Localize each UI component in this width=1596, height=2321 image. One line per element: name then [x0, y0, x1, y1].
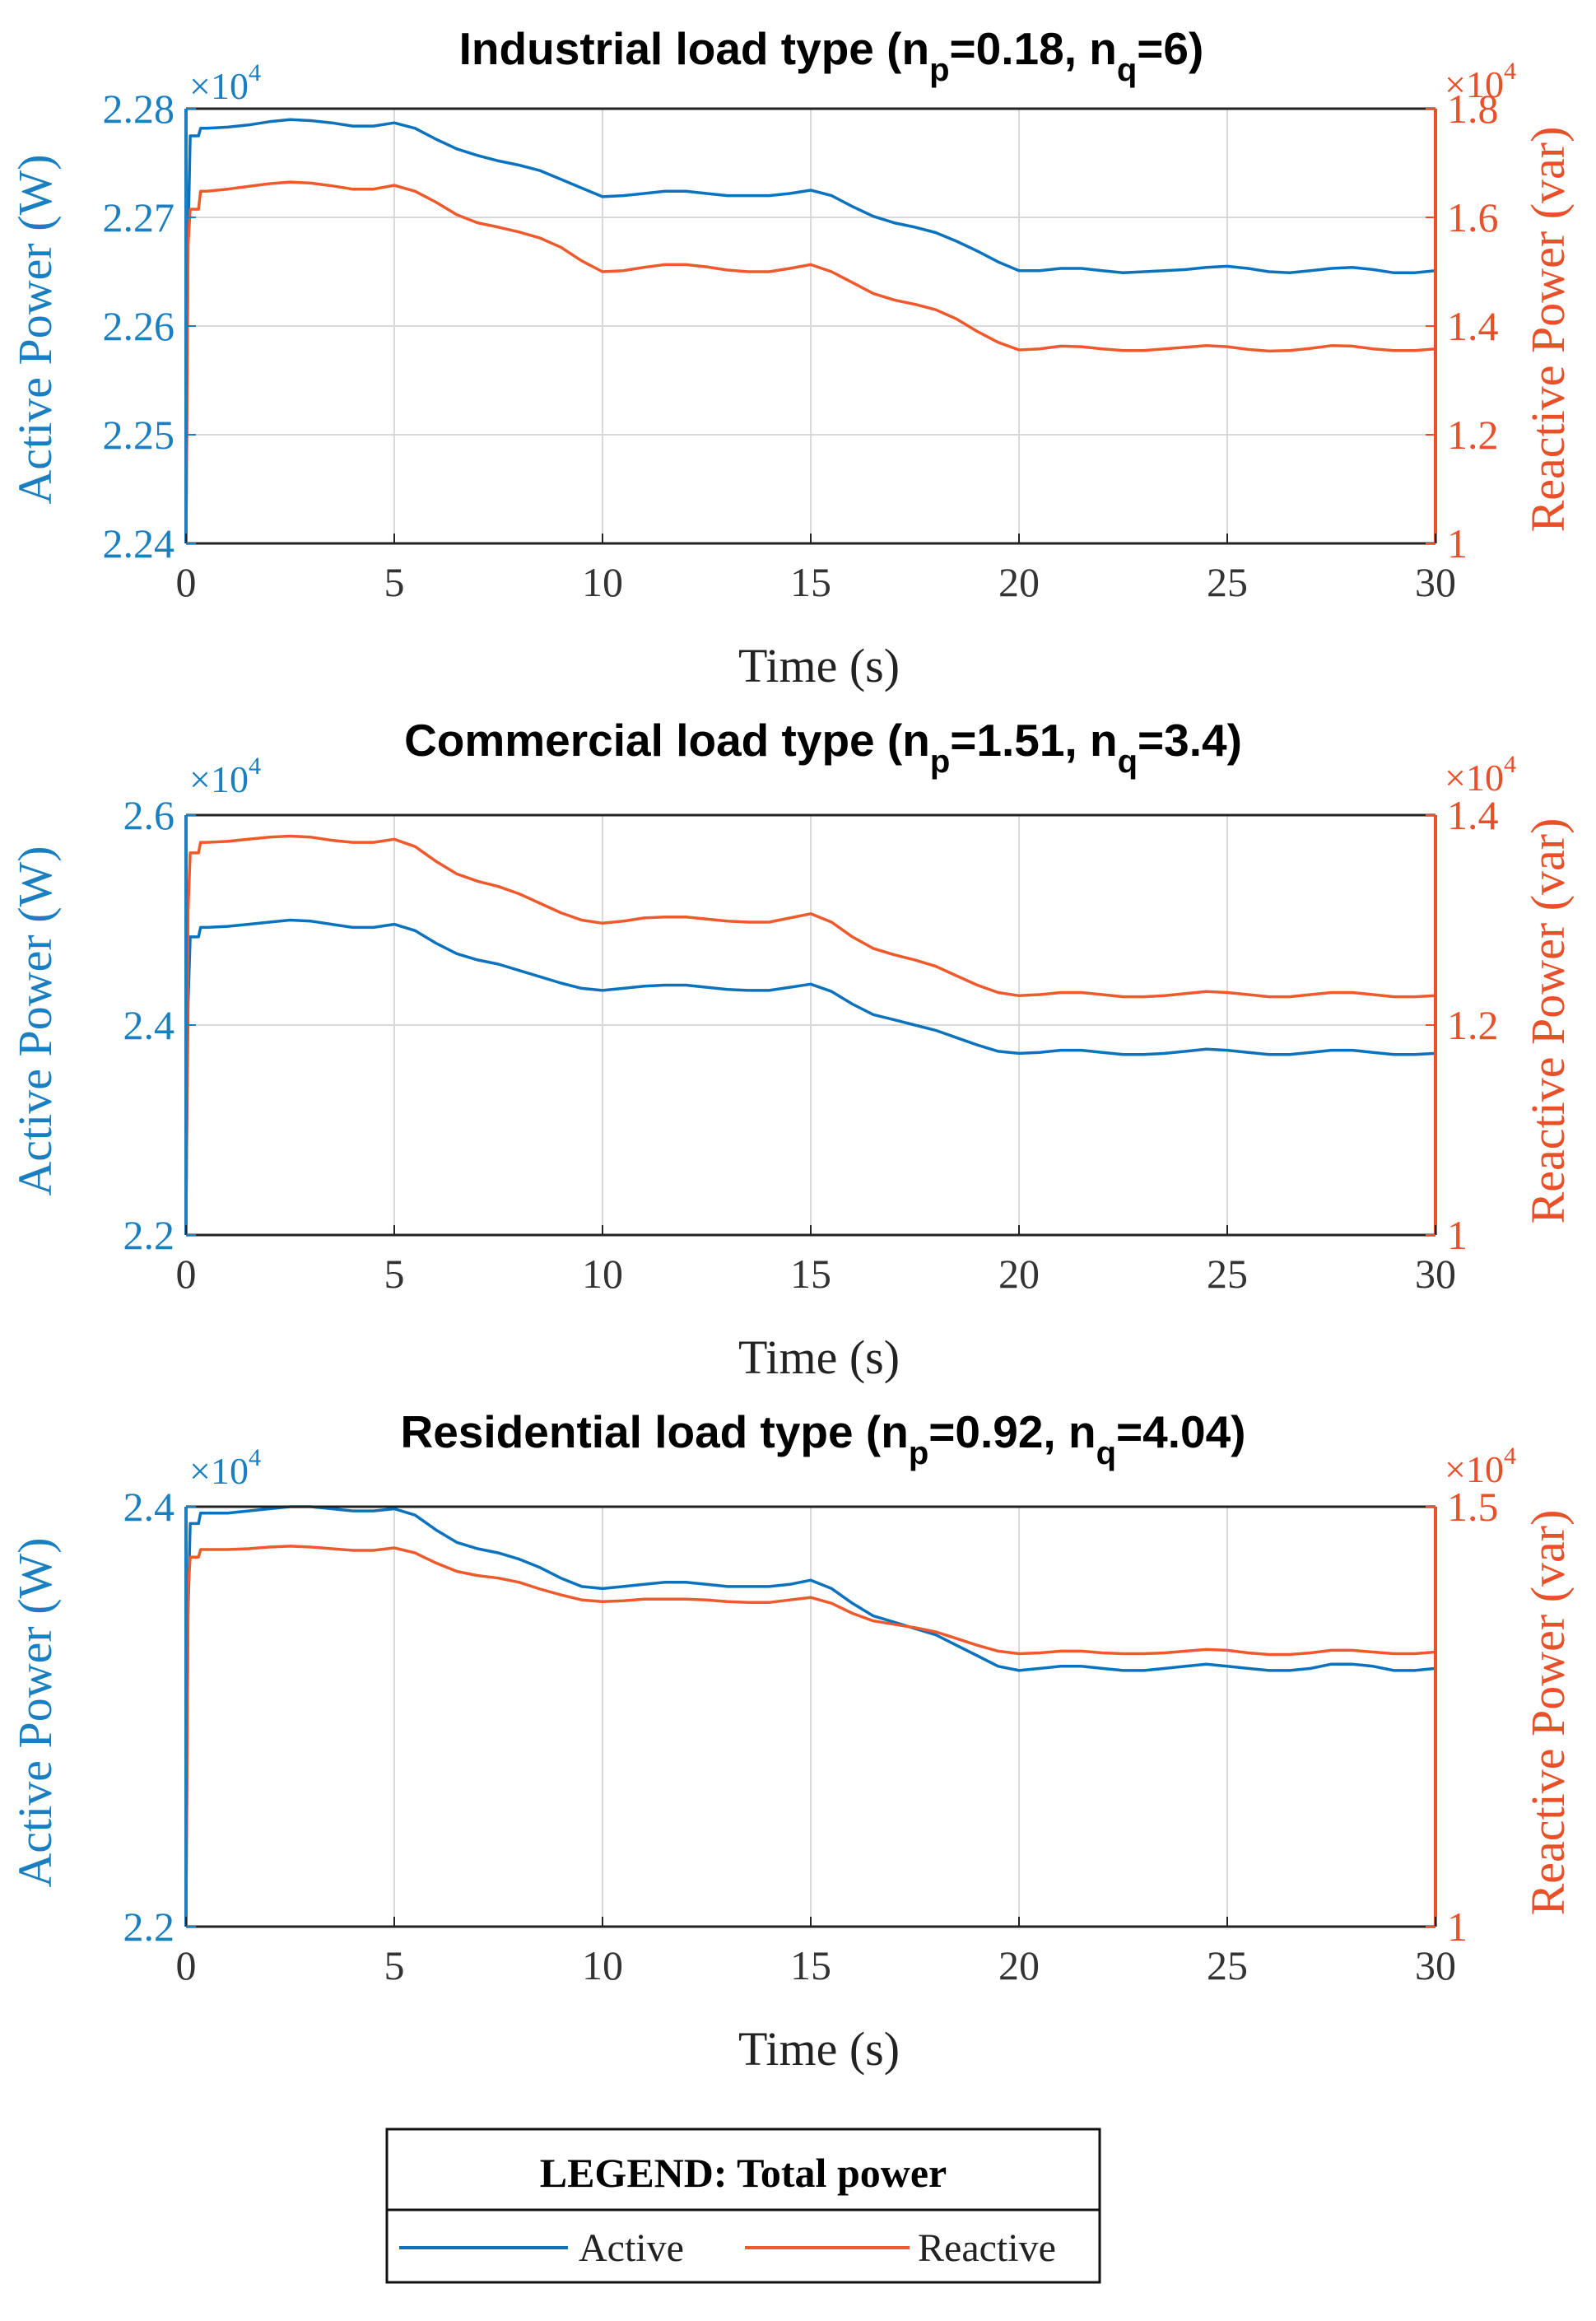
x-tick-label: 5	[384, 559, 405, 605]
legend: LEGEND: Total power Active Reactive	[385, 2128, 1101, 2284]
y-tick-label-right: 1.2	[1447, 412, 1499, 458]
y-tick-label-left: 2.2	[123, 1212, 175, 1258]
residential-panel: Residential load type (np=0.92, nq=4.04)…	[8, 1406, 1575, 2076]
x-tick-label: 10	[582, 1251, 623, 1297]
left-axis-label: Active Power (W)	[8, 1537, 62, 1887]
y-tick-label-right: 1.4	[1447, 792, 1499, 838]
panel-title: Industrial load type (np=0.18, nq=6)	[459, 23, 1204, 88]
x-tick-label: 30	[1415, 559, 1456, 605]
x-tick-label: 20	[998, 1251, 1040, 1297]
legend-label-active: Active	[579, 2226, 684, 2270]
y-tick-label-right: 1	[1447, 520, 1468, 566]
x-tick-label: 20	[998, 1942, 1040, 1988]
y-tick-label-left: 2.4	[123, 1002, 175, 1048]
left-axis-label: Active Power (W)	[8, 154, 62, 504]
legend-title: LEGEND: Total power	[540, 2150, 947, 2196]
right-axis-label: Reactive Power (var)	[1521, 127, 1575, 533]
x-tick-label: 10	[582, 1942, 623, 1988]
y-tick-label-left: 2.27	[103, 194, 175, 240]
commercial-panel: Commercial load type (np=1.51, nq=3.4) ×…	[8, 715, 1575, 1384]
series-line-active	[184, 118, 1436, 544]
legend-box	[385, 2128, 1101, 2284]
right-axis-label: Reactive Power (var)	[1521, 818, 1575, 1224]
x-tick-label: 15	[790, 1251, 831, 1297]
series-line-reactive	[184, 834, 1436, 1236]
series-line-reactive	[184, 180, 1436, 544]
panel-title: Residential load type (np=0.92, nq=4.04)	[400, 1406, 1245, 1471]
y-tick-label-right: 1	[1447, 1904, 1468, 1950]
right-axis-label: Reactive Power (var)	[1521, 1510, 1575, 1916]
right-multiplier: ×104	[1445, 58, 1516, 105]
industrial-panel: Industrial load type (np=0.18, nq=6) ×10…	[8, 23, 1575, 692]
x-tick-label: 30	[1415, 1251, 1456, 1297]
y-tick-label-right: 1.8	[1447, 86, 1499, 132]
x-tick-label: 30	[1415, 1942, 1456, 1988]
x-tick-label: 25	[1207, 1251, 1248, 1297]
x-tick-label: 25	[1207, 559, 1248, 605]
x-tick-label: 25	[1207, 1942, 1248, 1988]
left-multiplier: ×104	[189, 1444, 261, 1492]
x-tick-label: 15	[790, 1942, 831, 1988]
right-multiplier: ×104	[1445, 751, 1516, 799]
y-tick-label-left: 2.2	[123, 1904, 175, 1950]
y-tick-label-left: 2.26	[103, 303, 175, 349]
y-tick-label-left: 2.4	[123, 1484, 175, 1530]
y-tick-label-left: 2.6	[123, 792, 175, 838]
y-tick-label-right: 1	[1447, 1212, 1468, 1258]
x-axis-label: Time (s)	[738, 639, 900, 692]
series-line-active	[184, 918, 1436, 1214]
x-tick-label: 5	[384, 1251, 405, 1297]
y-tick-label-right: 1.6	[1447, 194, 1499, 240]
panel-title: Commercial load type (np=1.51, nq=3.4)	[404, 715, 1242, 780]
y-tick-label-left: 2.24	[103, 520, 175, 566]
y-tick-label-right: 1.4	[1447, 303, 1499, 349]
x-tick-label: 0	[176, 559, 197, 605]
left-multiplier: ×104	[189, 59, 261, 107]
x-tick-label: 15	[790, 559, 831, 605]
x-tick-label: 10	[582, 559, 623, 605]
x-axis-label: Time (s)	[738, 1331, 900, 1384]
right-multiplier: ×104	[1445, 1442, 1516, 1490]
x-tick-label: 5	[384, 1942, 405, 1988]
left-multiplier: ×104	[189, 753, 261, 800]
y-tick-label-left: 2.25	[103, 412, 175, 458]
series-line-reactive	[184, 1545, 1436, 1927]
x-tick-label: 20	[998, 559, 1040, 605]
x-tick-label: 0	[176, 1942, 197, 1988]
x-tick-label: 0	[176, 1251, 197, 1297]
legend-label-reactive: Reactive	[918, 2226, 1056, 2270]
y-tick-label-left: 2.28	[103, 86, 175, 132]
x-axis-label: Time (s)	[738, 2022, 900, 2076]
y-tick-label-right: 1.2	[1447, 1002, 1499, 1048]
series-line-active	[184, 1505, 1436, 1906]
left-axis-label: Active Power (W)	[8, 846, 62, 1195]
y-tick-label-right: 1.5	[1447, 1484, 1499, 1530]
